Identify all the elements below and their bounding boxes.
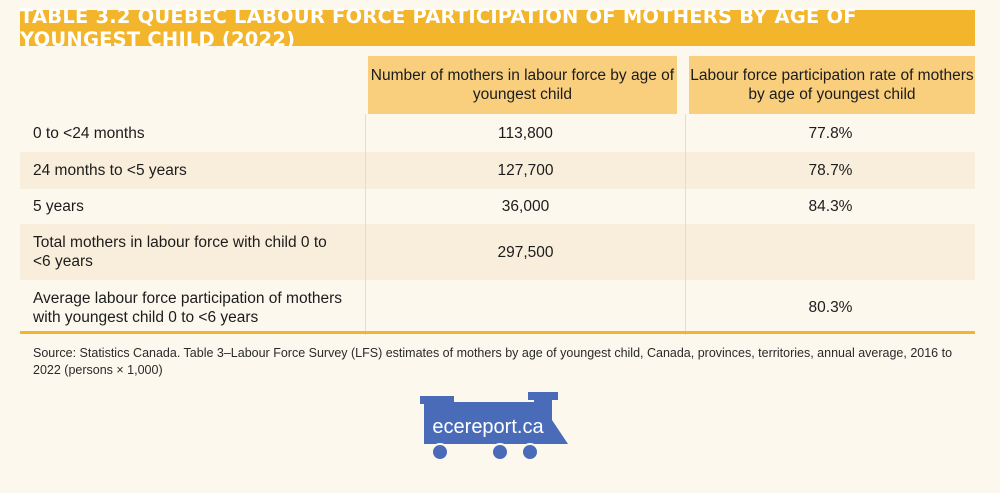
row-rate: 84.3% xyxy=(685,189,975,224)
data-table: Number of mothers in labour force by age… xyxy=(20,52,975,335)
table-title: TABLE 3.2 QUÉBEC LABOUR FORCE PARTICIPAT… xyxy=(20,5,857,51)
row-number: 113,800 xyxy=(365,114,685,152)
table-row: Total mothers in labour force with child… xyxy=(20,224,975,280)
row-rate: 78.7% xyxy=(685,152,975,189)
table-row: Average labour force participation of mo… xyxy=(20,280,975,335)
row-label: Average labour force participation of mo… xyxy=(33,289,343,326)
table-bottom-rule xyxy=(20,331,975,334)
header-empty xyxy=(20,56,364,114)
row-rate: 77.8% xyxy=(685,114,975,152)
header-participation-rate: Labour force participation rate of mothe… xyxy=(688,56,975,114)
table-row: 5 years 36,000 84.3% xyxy=(20,189,975,224)
logo-text: ecereport.ca xyxy=(432,416,544,438)
row-label: Total mothers in labour force with child… xyxy=(33,234,327,270)
row-number: 297,500 xyxy=(365,224,685,280)
row-label: 0 to <24 months xyxy=(33,124,145,142)
row-number: 127,700 xyxy=(365,152,685,189)
header-number-of-mothers: Number of mothers in labour force by age… xyxy=(367,56,677,114)
row-label: 24 months to <5 years xyxy=(33,162,187,179)
table-row: 0 to <24 months 113,800 77.8% xyxy=(20,114,975,152)
table-title-bar: TABLE 3.2 QUÉBEC LABOUR FORCE PARTICIPAT… xyxy=(20,5,975,51)
ecereport-train-logo[interactable]: ecereport.ca xyxy=(420,392,570,462)
row-label: 5 years xyxy=(33,198,84,215)
source-note: Source: Statistics Canada. Table 3–Labou… xyxy=(33,346,953,377)
row-rate: 80.3% xyxy=(685,280,975,335)
table-header-row: Number of mothers in labour force by age… xyxy=(20,52,975,114)
row-number xyxy=(365,280,685,335)
row-rate xyxy=(685,224,975,280)
table-row: 24 months to <5 years 127,700 78.7% xyxy=(20,152,975,189)
row-number: 36,000 xyxy=(365,189,685,224)
